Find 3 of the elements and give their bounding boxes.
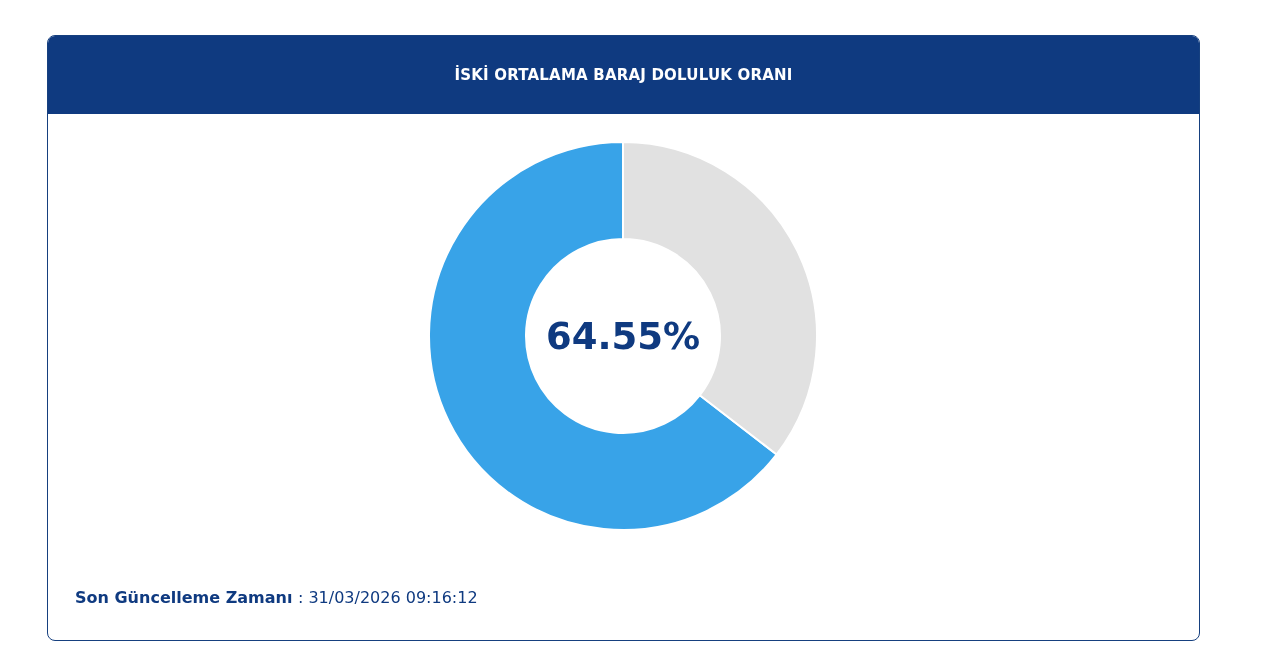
text: Son Güncelleme Zamanı : 31/03/2026 09:16:12 (75, 588, 478, 607)
text: 64.55% (545, 314, 701, 358)
chart-title: İSKİ ORTALAMA BARAJ DOLULUK ORANI (454, 66, 793, 84)
